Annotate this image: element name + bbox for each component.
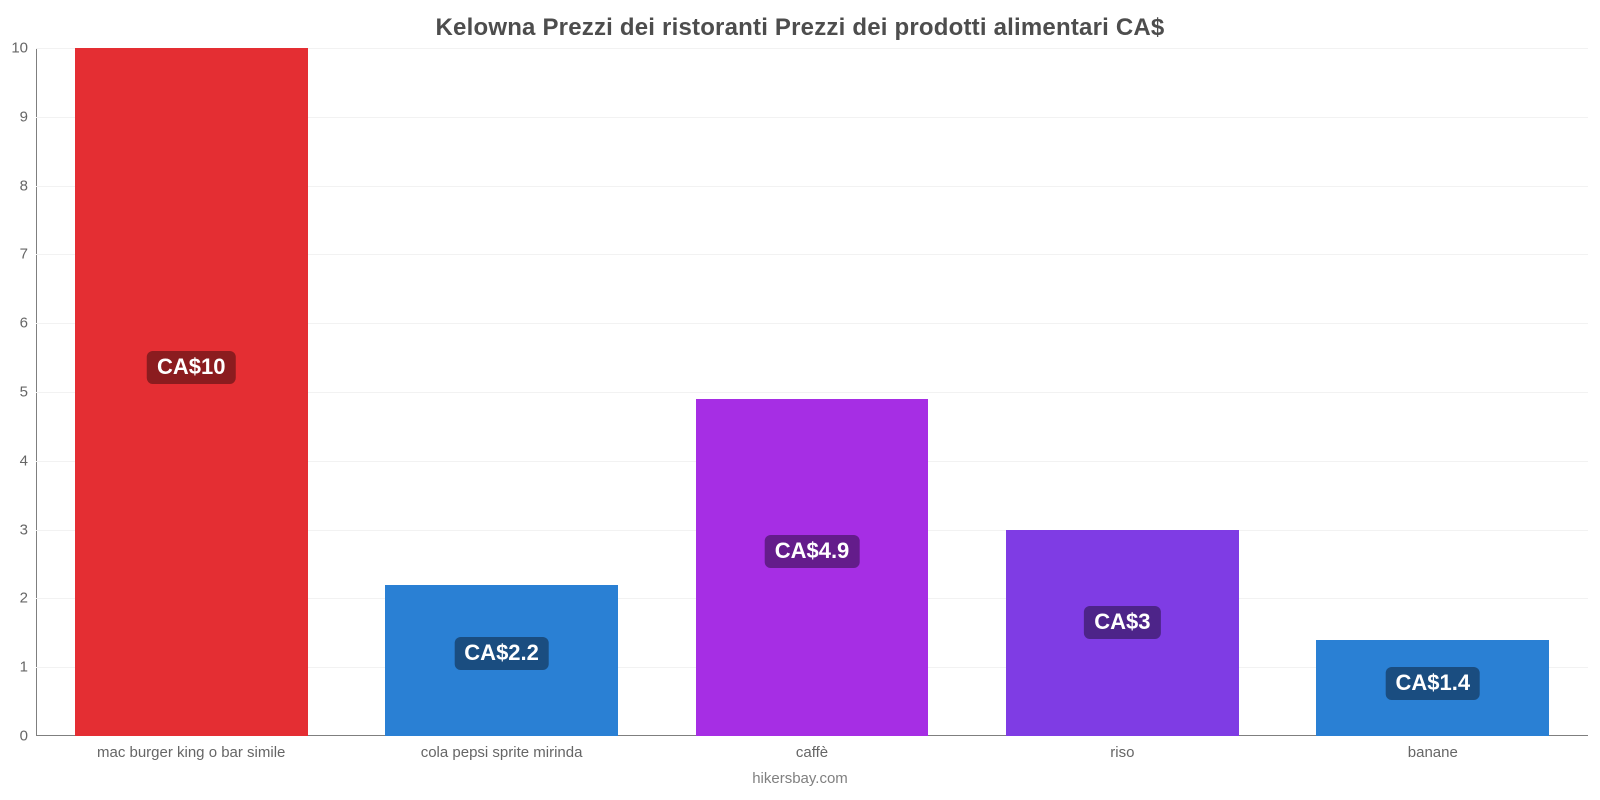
source-attribution: hikersbay.com	[0, 770, 1600, 787]
bar-value-label: CA$1.4	[1386, 667, 1481, 700]
y-tick-label: 4	[20, 452, 36, 469]
x-tick-label: cola pepsi sprite mirinda	[421, 736, 583, 761]
y-tick-label: 9	[20, 108, 36, 125]
y-tick-label: 6	[20, 315, 36, 332]
bar-value-label: CA$4.9	[765, 535, 860, 568]
x-tick-label: mac burger king o bar simile	[97, 736, 285, 761]
bar-value-label: CA$2.2	[454, 637, 549, 670]
y-tick-label: 0	[20, 728, 36, 745]
y-tick-label: 3	[20, 521, 36, 538]
y-tick-label: 7	[20, 246, 36, 263]
bar	[75, 48, 308, 736]
y-tick-label: 8	[20, 177, 36, 194]
x-tick-label: caffè	[796, 736, 828, 761]
bar-value-label: CA$10	[147, 351, 235, 384]
x-tick-label: banane	[1408, 736, 1458, 761]
bar-value-label: CA$3	[1084, 606, 1160, 639]
y-tick-label: 1	[20, 659, 36, 676]
plot-area: 012345678910CA$10mac burger king o bar s…	[36, 48, 1588, 736]
chart-title: Kelowna Prezzi dei ristoranti Prezzi dei…	[0, 0, 1600, 42]
y-tick-label: 10	[11, 40, 36, 57]
chart-container: Kelowna Prezzi dei ristoranti Prezzi dei…	[0, 0, 1600, 800]
y-tick-label: 2	[20, 590, 36, 607]
x-tick-label: riso	[1110, 736, 1134, 761]
y-tick-label: 5	[20, 384, 36, 401]
